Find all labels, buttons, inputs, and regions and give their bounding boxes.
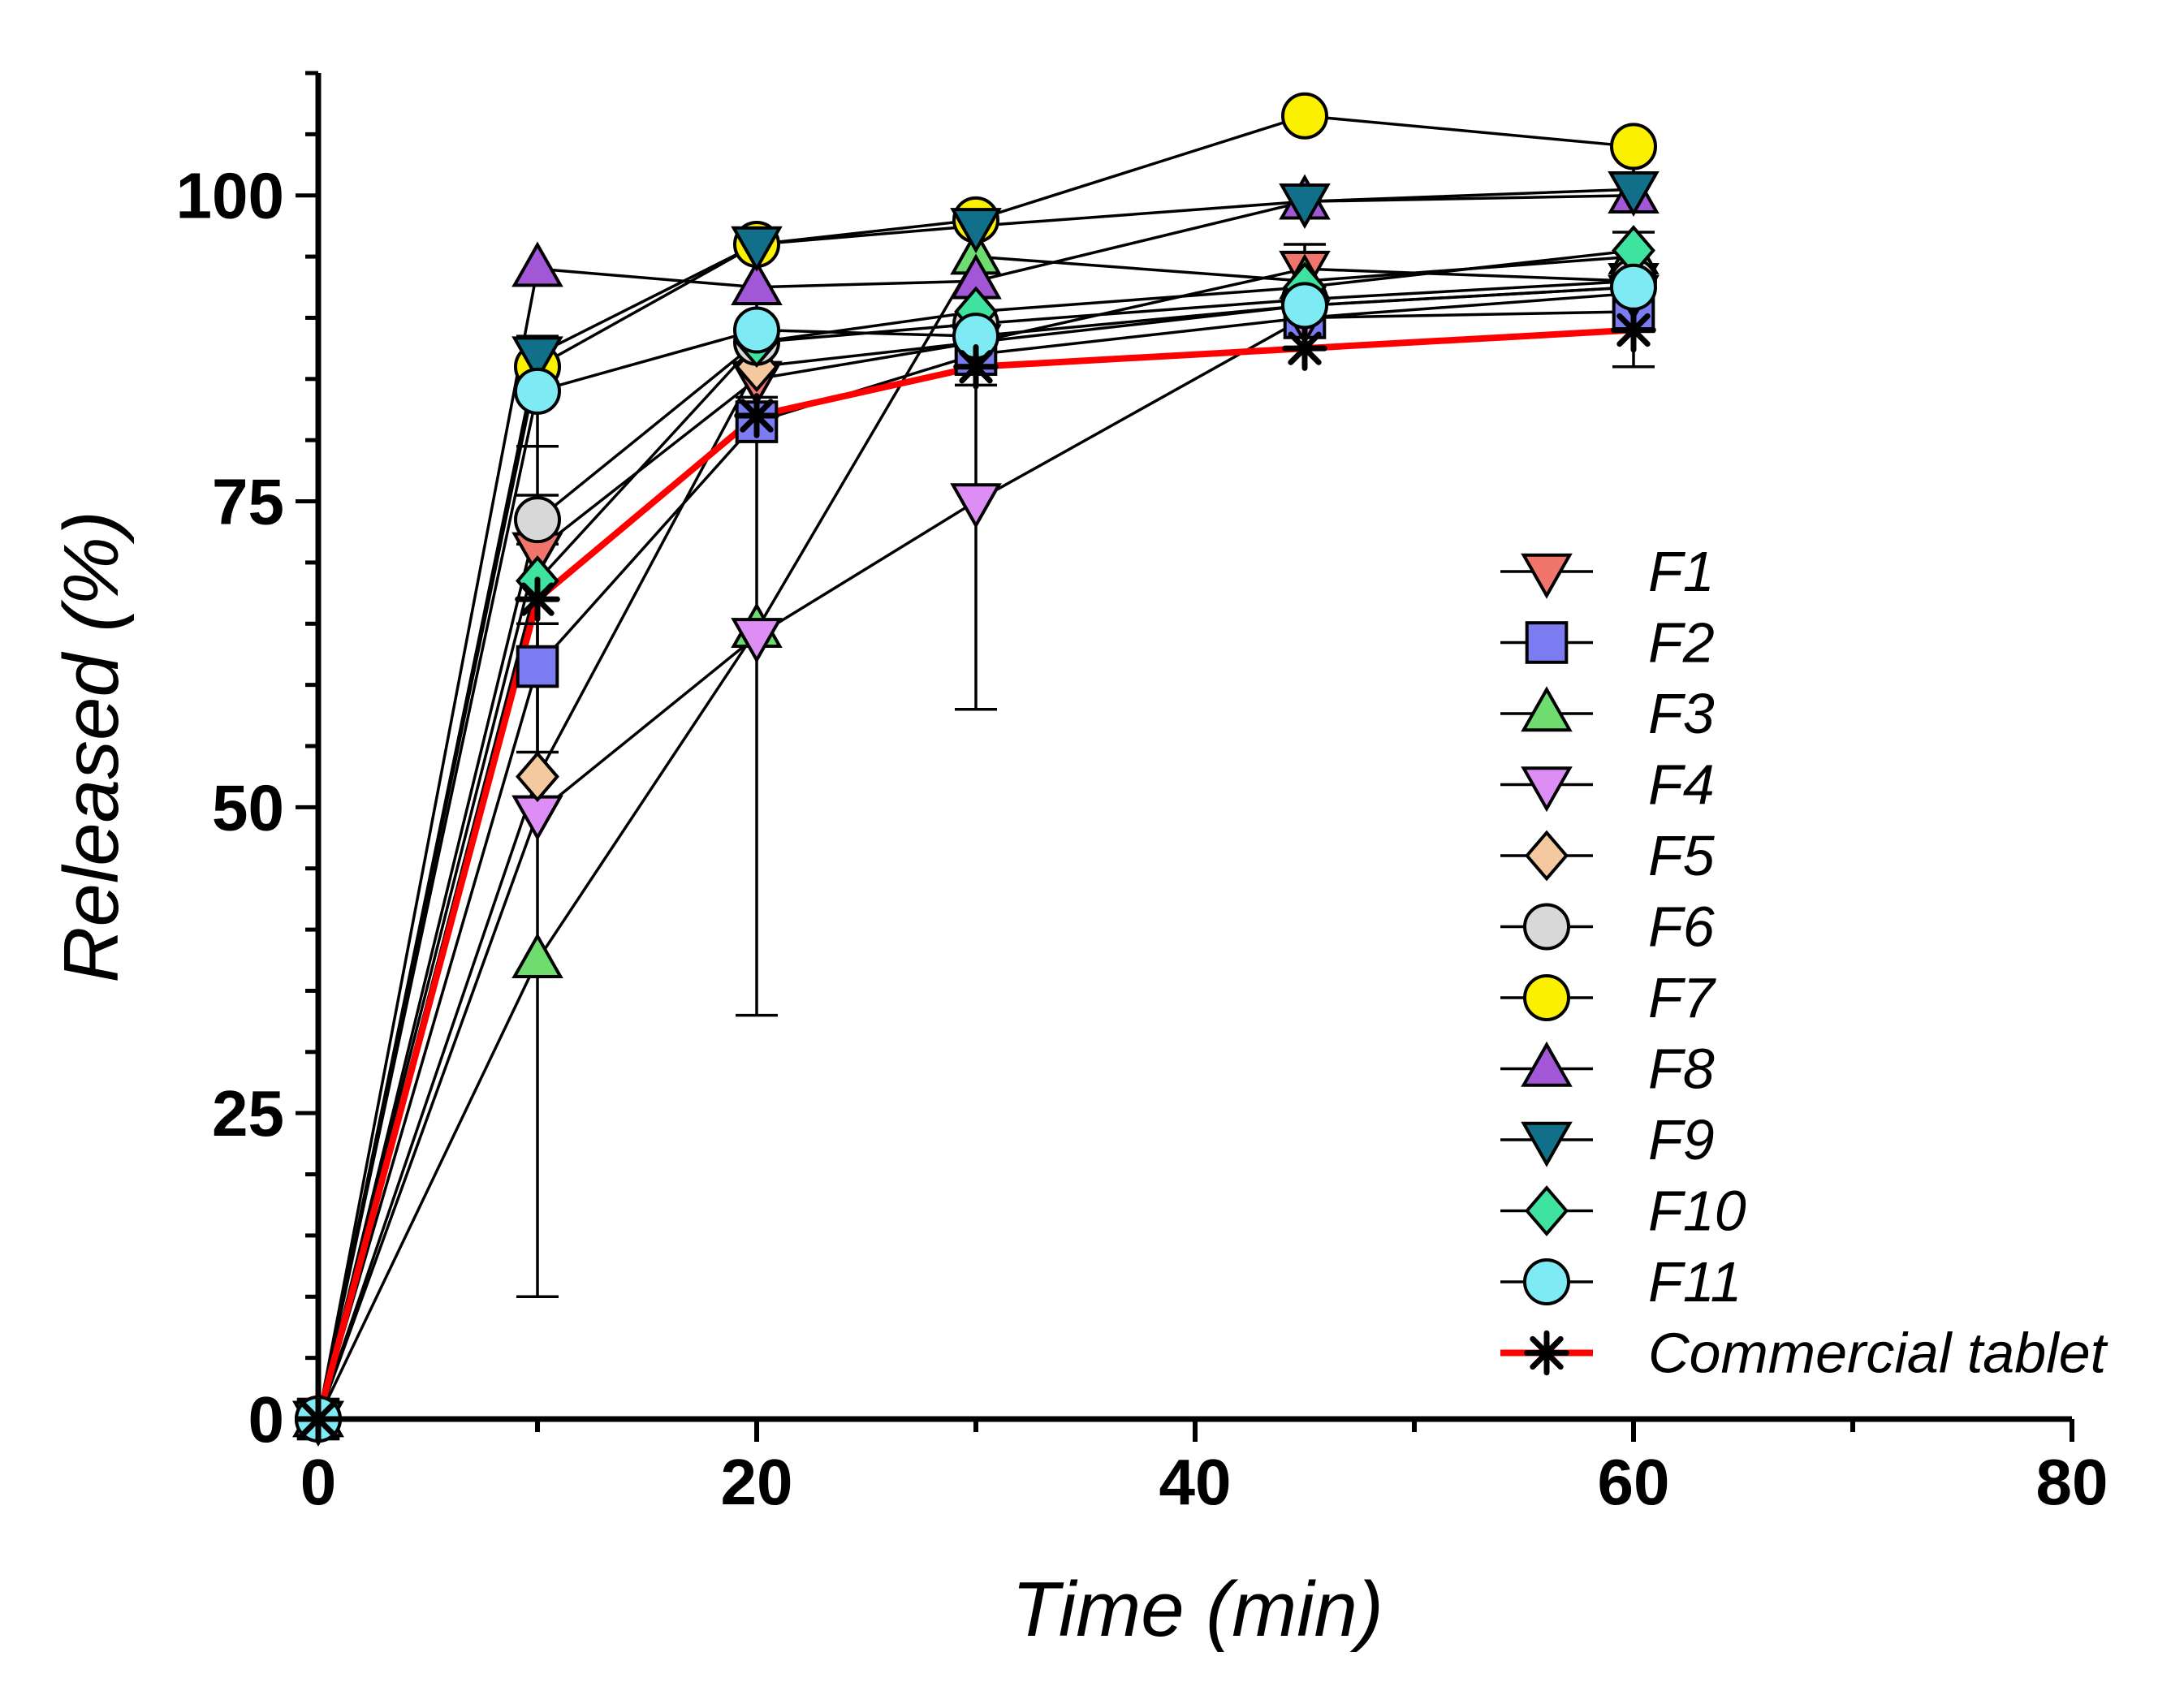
- y-axis-title: Released (%): [48, 511, 135, 983]
- marker-commercial-tablet: [515, 576, 560, 622]
- series-line-f11: [317, 286, 1634, 1420]
- marker-f4: [950, 483, 1002, 529]
- legend-label: F3: [1648, 682, 1715, 745]
- marker-f3: [511, 933, 563, 979]
- y-tick-label: 0: [248, 1383, 285, 1456]
- y-tick-label: 100: [176, 160, 284, 232]
- legend: F1 F2 F3 F4 F5 F6 F7 F8 F9 F10 F11 Commercial table…: [1500, 540, 2108, 1385]
- x-tick-label: 20: [721, 1446, 793, 1518]
- marker-commercial-tablet: [1611, 307, 1656, 353]
- series-line-f9: [317, 188, 1634, 1420]
- series-line-f7: [317, 114, 1634, 1420]
- marker-f5: [516, 751, 559, 803]
- marker-f8: [731, 260, 783, 306]
- marker-f9: [731, 226, 783, 272]
- legend-item-f8: F8: [1500, 1037, 1715, 1101]
- error-bars: [516, 231, 1655, 1299]
- legend-marker: [1523, 974, 1570, 1021]
- legend-label: Commercial tablet: [1648, 1322, 2108, 1385]
- legend-label: F2: [1648, 611, 1715, 675]
- legend-marker: [1523, 903, 1570, 951]
- marker-f7: [1281, 92, 1328, 140]
- series-lines: [315, 114, 1634, 1421]
- legend-label: F8: [1648, 1037, 1715, 1101]
- marker-f2: [516, 645, 559, 688]
- legend-item-f6: F6: [1500, 895, 1715, 959]
- marker-f9: [1279, 183, 1331, 230]
- marker-f11: [1610, 263, 1657, 311]
- legend-label: F1: [1648, 540, 1715, 603]
- legend-item-f10: F10: [1500, 1180, 1746, 1243]
- legend-marker: [1525, 621, 1569, 664]
- legend-marker: [1521, 1121, 1573, 1167]
- legend-label: F9: [1648, 1108, 1715, 1171]
- marker-commercial-tablet: [1282, 326, 1327, 371]
- legend-label: F4: [1648, 753, 1715, 817]
- x-tick-label: 40: [1159, 1446, 1232, 1518]
- legend-item-commercial-tablet: Commercial tablet: [1500, 1322, 2108, 1385]
- legend-marker: [1523, 1258, 1570, 1305]
- legend-item-f3: F3: [1500, 682, 1715, 745]
- x-axis-title: Time (min): [1012, 1566, 1383, 1653]
- series-markers: [292, 92, 1660, 1447]
- legend-marker: [1521, 553, 1573, 599]
- legend-label: F6: [1648, 895, 1715, 959]
- legend-marker: [1521, 686, 1573, 732]
- marker-f6: [514, 496, 561, 544]
- series-line-f10: [317, 248, 1634, 1420]
- marker-commercial-tablet: [953, 343, 999, 390]
- legend-label: F10: [1648, 1180, 1746, 1243]
- legend-item-f9: F9: [1500, 1108, 1715, 1171]
- marker-commercial-tablet: [296, 1396, 341, 1442]
- marker-f4: [731, 618, 783, 664]
- marker-commercial-tablet: [734, 393, 779, 438]
- legend-marker: [1521, 766, 1573, 813]
- x-tick-label: 0: [300, 1446, 337, 1518]
- marker-f9: [511, 336, 563, 382]
- legend-label: F7: [1648, 966, 1717, 1029]
- marker-f8: [511, 241, 563, 287]
- series-line-f4: [317, 291, 1634, 1420]
- series-line-f3: [317, 255, 1634, 1420]
- marker-f9: [1608, 170, 1660, 217]
- y-tick-label: 75: [212, 466, 284, 538]
- legend-item-f2: F2: [1500, 611, 1715, 675]
- marker-f7: [1610, 123, 1657, 170]
- legend-marker: [1525, 1185, 1569, 1236]
- series-line-commercial-tablet: [315, 326, 1634, 1421]
- y-tick-label: 50: [212, 771, 284, 843]
- series-line-f1: [317, 267, 1634, 1420]
- marker-f9: [950, 208, 1002, 254]
- x-tick-label: 60: [1598, 1446, 1670, 1518]
- legend-marker: [1525, 830, 1569, 882]
- y-tick-label: 25: [212, 1077, 284, 1150]
- axes: 0 20 40 60 80 0 25 50 75 100: [176, 71, 2108, 1518]
- legend-item-f11: F11: [1500, 1250, 1742, 1314]
- marker-f11: [733, 306, 780, 354]
- legend-item-f7: F7: [1500, 966, 1717, 1029]
- marker-f4: [511, 795, 563, 841]
- legend-marker: [1524, 1330, 1569, 1376]
- marker-f11: [1281, 282, 1328, 330]
- legend-label: F5: [1648, 824, 1716, 887]
- legend-item-f4: F4: [1500, 753, 1715, 817]
- legend-marker: [1521, 1041, 1573, 1087]
- legend-item-f1: F1: [1500, 540, 1715, 603]
- x-tick-label: 80: [2036, 1446, 2108, 1518]
- marker-f11: [514, 367, 561, 415]
- legend-label: F11: [1648, 1250, 1742, 1314]
- legend-item-f5: F5: [1500, 824, 1716, 887]
